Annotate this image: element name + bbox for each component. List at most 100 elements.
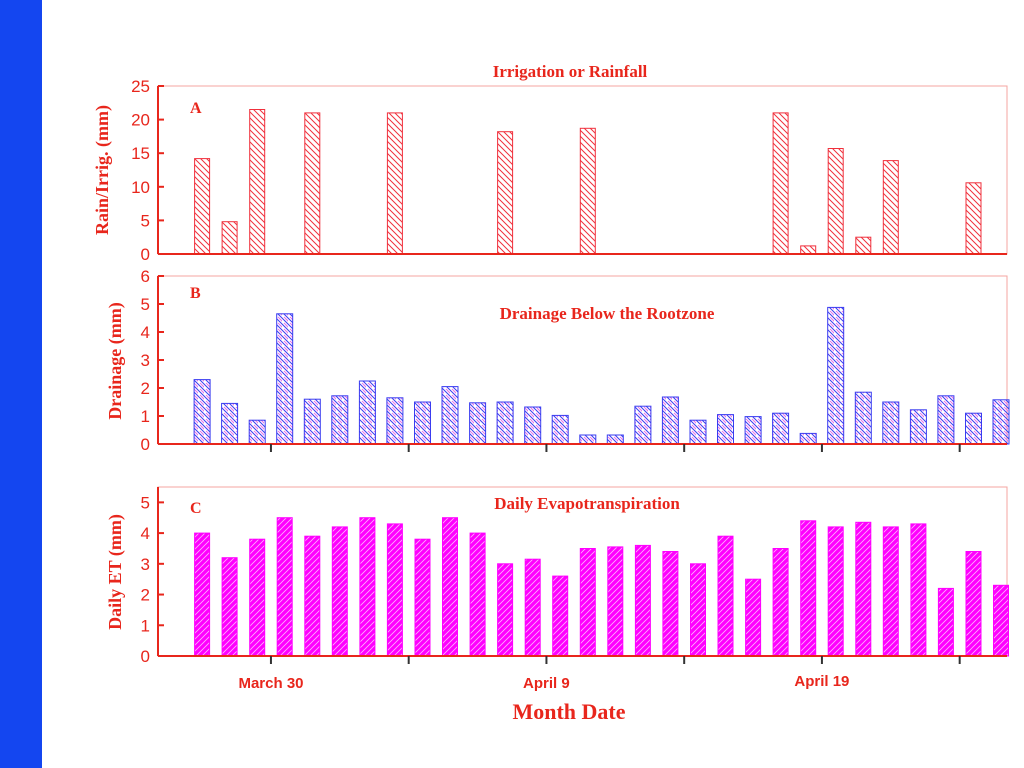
bar <box>854 391 872 445</box>
y-tick-label: 3 <box>141 555 150 574</box>
bar <box>965 182 982 255</box>
bar <box>304 535 321 657</box>
panel-c-y-ticks: 0 1 2 3 4 5 <box>141 487 1007 666</box>
bar <box>552 575 569 657</box>
bar <box>744 416 762 445</box>
bar <box>442 517 458 657</box>
bar <box>221 402 239 445</box>
bar <box>303 398 321 445</box>
bar <box>606 434 624 445</box>
y-tick-label: 5 <box>141 493 150 512</box>
bar <box>276 313 294 445</box>
bar <box>579 127 596 255</box>
bar <box>386 397 404 445</box>
panel-c-letter: C <box>190 500 202 517</box>
bar <box>579 434 597 445</box>
bar <box>800 520 817 657</box>
bar <box>827 148 844 255</box>
bar <box>800 245 817 255</box>
panel-a-y-axis-label: Rain/Irrig. (mm) <box>92 105 113 235</box>
panel-b-letter: B <box>190 285 201 302</box>
bar <box>772 548 789 657</box>
x-axis-label: Month Date <box>512 699 625 724</box>
bar <box>386 523 403 657</box>
bar <box>248 419 266 445</box>
slide-side-bar <box>0 0 42 768</box>
bar <box>194 158 211 255</box>
bar <box>524 406 542 445</box>
y-tick-label: 10 <box>131 178 150 197</box>
bar <box>276 517 293 657</box>
bar <box>607 546 624 657</box>
bar <box>551 414 569 445</box>
bar <box>937 587 954 657</box>
y-tick-label: 4 <box>141 524 150 543</box>
bar <box>855 521 872 657</box>
bar <box>662 551 679 657</box>
y-tick-label: 25 <box>131 77 150 96</box>
bar <box>661 396 679 445</box>
bar <box>634 544 651 657</box>
y-tick-label: 2 <box>141 586 150 605</box>
bar <box>827 306 845 445</box>
bar <box>414 401 431 445</box>
bar <box>965 412 982 445</box>
bar <box>745 578 762 657</box>
bar <box>717 535 734 657</box>
bar <box>469 402 487 445</box>
y-tick-label: 20 <box>131 111 150 130</box>
bar <box>855 236 872 255</box>
bar <box>249 538 266 657</box>
bar <box>249 109 266 255</box>
panel-c-title: Daily Evapotranspiration <box>494 494 680 513</box>
panel-a-title: Irrigation or Rainfall <box>493 62 648 81</box>
bar <box>441 386 459 445</box>
y-tick-label: 5 <box>141 295 150 314</box>
bar <box>882 401 900 445</box>
panel-b-bars <box>193 306 1010 445</box>
panel-c-bars <box>194 517 1009 657</box>
bar <box>469 532 486 657</box>
bar <box>221 557 238 657</box>
date-label-march-30: March 30 <box>238 675 303 692</box>
y-tick-label: 15 <box>131 144 150 163</box>
date-label-april-19: April 19 <box>794 673 849 690</box>
panel-b-drainage: Drainage Below the Rootzone B Drainage (… <box>105 267 1010 454</box>
bar <box>524 558 541 657</box>
bar <box>358 380 376 445</box>
panel-c-y-axis-label: Daily ET (mm) <box>105 514 126 630</box>
bar <box>414 538 431 657</box>
y-tick-label: 6 <box>141 267 150 286</box>
y-tick-label: 0 <box>141 245 150 264</box>
bar <box>634 405 652 445</box>
panel-c-evapotranspiration: Daily Evapotranspiration C Daily ET (mm)… <box>105 486 1009 666</box>
y-tick-label: 2 <box>141 379 150 398</box>
bar <box>331 395 349 445</box>
bar <box>937 395 955 445</box>
y-tick-label: 3 <box>141 351 150 370</box>
bar <box>194 532 211 657</box>
bar <box>799 432 817 445</box>
bar <box>497 563 514 657</box>
y-tick-label: 4 <box>141 323 150 342</box>
panel-b-y-ticks: 0 1 2 3 4 5 6 <box>141 267 1007 454</box>
bar <box>992 399 1010 445</box>
bar <box>579 548 596 657</box>
bar <box>496 401 514 445</box>
bar <box>882 160 899 255</box>
bar <box>497 131 514 255</box>
bar <box>359 517 376 657</box>
y-tick-label: 0 <box>141 435 150 454</box>
bar <box>993 584 1009 657</box>
bar <box>689 419 707 445</box>
bar <box>909 409 927 445</box>
bar <box>304 112 321 255</box>
y-tick-label: 0 <box>141 647 150 666</box>
bar <box>910 523 927 657</box>
bar <box>772 412 790 445</box>
bar <box>331 526 348 657</box>
bar <box>386 112 403 255</box>
panel-a-bars <box>194 109 982 255</box>
panel-a-irrigation: Irrigation or Rainfall A Rain/Irrig. (mm… <box>92 62 1008 264</box>
y-tick-label: 1 <box>141 616 150 635</box>
